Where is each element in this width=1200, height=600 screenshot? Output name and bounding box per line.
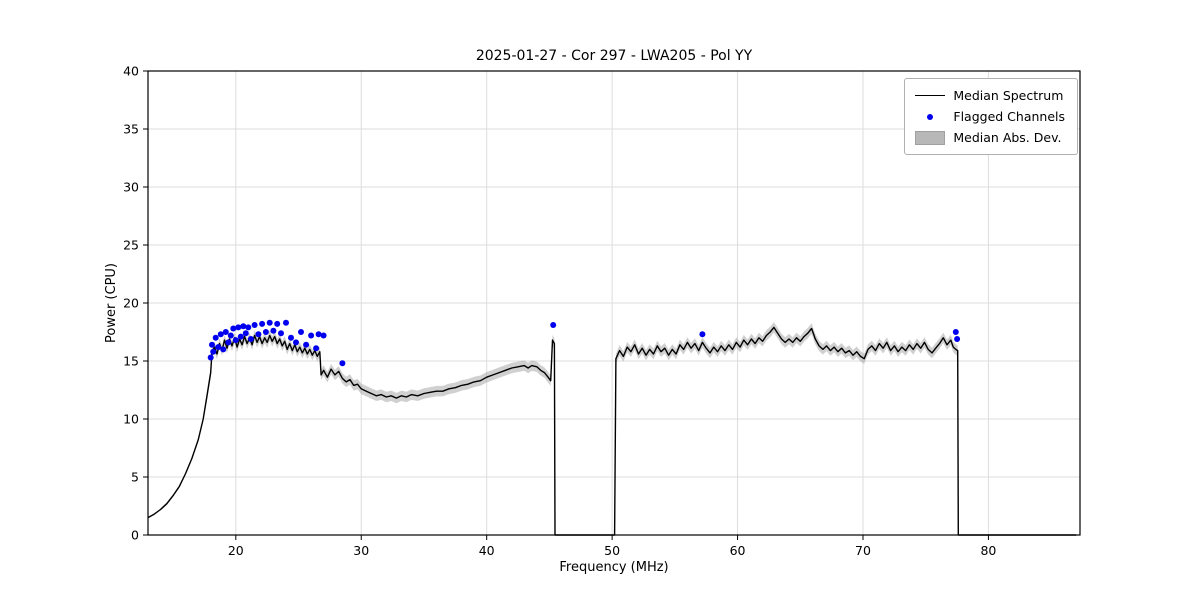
flagged-channel-dot [215,344,222,351]
x-tick-label: 60 [730,543,746,558]
mad-band [615,322,958,364]
flagged-channels-dot-icon [915,113,945,120]
flagged-channel-dot [240,323,247,330]
flagged-channel-dot [699,331,706,338]
flagged-channel-dot [232,337,239,344]
flagged-channel-dot [217,331,224,338]
chart-title: 2025-01-27 - Cor 297 - LWA205 - Pol YY [475,48,753,64]
y-tick-label: 5 [131,470,139,485]
legend-label: Median Abs. Dev. [953,130,1062,145]
flagged-channel-dot [313,345,320,352]
flagged-channel-dot [952,329,959,335]
mad-band [160,330,555,511]
flagged-channel-dot [220,346,227,353]
y-tick-label: 30 [123,180,139,195]
flagged-channel-dot [308,332,315,339]
flagged-channel-dot [315,331,322,338]
y-tick-label: 25 [123,238,139,253]
flagged-channel-dot [225,339,232,346]
y-tick-label: 40 [123,64,139,79]
flagged-channel-dot [222,329,229,335]
median-spectrum-line [147,326,1077,536]
flagged-channel-dot [245,324,252,331]
median-spectrum-line-icon [915,95,946,96]
median-abs-dev-patch-icon [915,130,946,145]
flagged-channel-dot [298,329,304,335]
x-tick-label: 20 [228,543,244,558]
y-tick-label: 0 [131,528,139,543]
flagged-channel-dot [209,341,215,348]
flagged-channel-dot [283,319,289,326]
y-tick-label: 20 [123,296,139,311]
x-tick-label: 50 [604,543,620,558]
flagged-channel-dot [954,336,961,342]
flagged-channel-dot [274,320,281,327]
x-tick-label: 80 [980,543,996,558]
flagged-channel-dot [262,329,269,335]
y-tick-label: 35 [123,122,139,137]
x-tick-label: 40 [479,543,495,558]
y-tick-label: 15 [123,354,139,369]
flagged-channel-dot [207,354,214,361]
flagged-channel-dot [212,334,219,341]
flagged-channel-dot [259,320,266,327]
x-tick-label: 70 [855,543,871,558]
x-axis-label: Frequency (MHz) [559,560,669,575]
y-tick-label: 10 [123,412,139,427]
flagged-channel-dot [266,319,273,326]
legend-row-flagged-channels: Flagged Channels [915,106,1065,127]
flagged-channel-dot [242,330,249,337]
x-tick-label: 30 [353,543,369,558]
flagged-channel-dot [227,332,234,339]
legend-row-median-spectrum: Median Spectrum [915,85,1065,106]
legend: Median Spectrum Flagged Channels Median … [904,78,1078,155]
flagged-channel-dot [550,322,557,328]
flagged-channel-dot [270,327,277,334]
legend-row-median-abs-dev: Median Abs. Dev. [915,127,1065,148]
flagged-channel-dot [320,332,327,339]
flagged-channel-dot [230,325,237,332]
flagged-channel-dot [255,331,262,338]
flagged-channel-dot [247,336,254,342]
flagged-channel-dot [278,330,284,337]
flagged-channel-dot [210,348,217,355]
flagged-channel-dot [237,333,244,340]
flagged-channel-dot [235,324,242,331]
flagged-channel-dot [339,360,346,367]
legend-label: Median Spectrum [953,88,1064,103]
legend-label: Flagged Channels [953,109,1065,124]
flagged-channel-dot [251,322,258,328]
flagged-channel-dot [303,341,310,348]
flagged-channel-dot [288,334,294,341]
flagged-channel-dot [293,339,299,346]
